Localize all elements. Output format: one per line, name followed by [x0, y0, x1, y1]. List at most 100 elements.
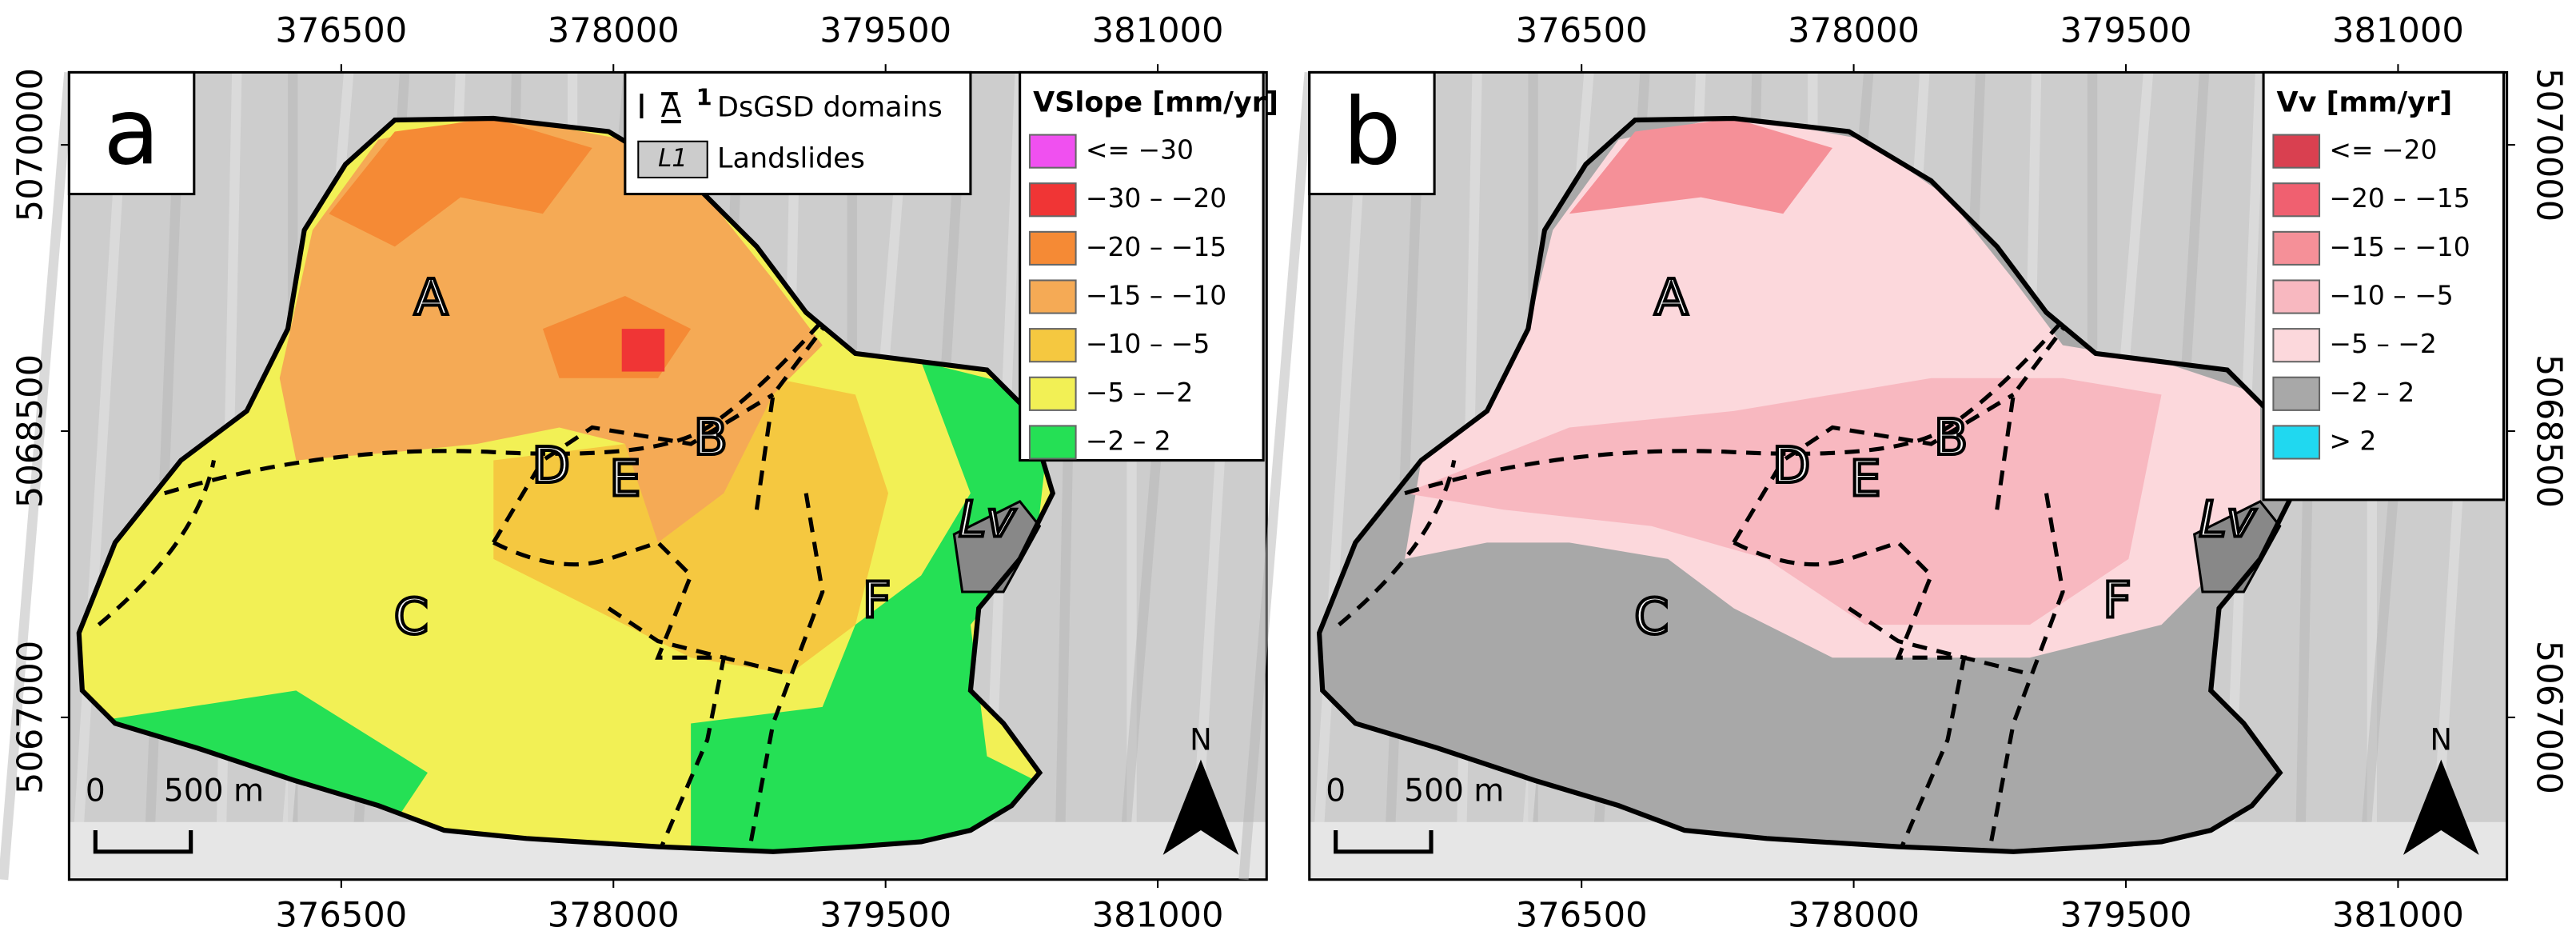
legend-label: −15 – −10 — [1086, 280, 1226, 311]
legend-label: <= −30 — [1086, 134, 1194, 166]
scale-start: 0 — [1326, 773, 1346, 809]
zone — [1569, 118, 1833, 214]
key: A 1 DsGSD domains L1 Landslides — [624, 70, 972, 196]
x-tick-label: 378000 — [548, 896, 680, 936]
domain-label: E — [609, 450, 640, 507]
legend-swatch — [2272, 182, 2321, 218]
legend-swatch — [1028, 134, 1077, 169]
north-arrow — [2403, 759, 2479, 855]
domain-boundary — [754, 327, 824, 510]
domain-symbol-line — [640, 92, 681, 124]
zone — [1405, 378, 2162, 625]
domain-label: A — [1654, 269, 1688, 326]
legend-swatch — [1028, 230, 1077, 266]
x-tick-label: 378000 — [1788, 11, 1920, 51]
legend-swatch — [2272, 328, 2321, 363]
key-landslides: Landslides — [717, 142, 865, 174]
legend-swatch — [2272, 425, 2321, 460]
x-tick-label: 381000 — [1092, 11, 1224, 51]
domain-label: E — [1850, 450, 1881, 507]
north-label: N — [2430, 723, 2452, 757]
domain-label: D — [532, 437, 570, 494]
relief — [1238, 71, 1314, 881]
panel-label-box — [1308, 70, 1436, 196]
panel-label-box — [67, 70, 196, 196]
scale-bar — [93, 830, 193, 854]
relief — [1310, 72, 1370, 881]
x-tick-label: 376500 — [1516, 11, 1648, 51]
x-tick-label: 381000 — [2332, 896, 2464, 936]
y-tick-label: 5068500 — [2528, 354, 2568, 508]
domain-symbol: A — [661, 90, 681, 124]
y-tick-label: 5067000 — [11, 641, 51, 794]
domain-label: F — [863, 571, 891, 629]
dsgsd-outline — [1316, 115, 2296, 854]
landslide-swatch — [637, 140, 708, 179]
relief — [1383, 72, 1426, 880]
zone — [82, 362, 1053, 852]
scale-end: 500 m — [1404, 773, 1504, 809]
domain-label: A — [414, 269, 448, 326]
zone — [329, 118, 692, 378]
x-tick-label: 379500 — [819, 11, 951, 51]
y-tick-label: 5070000 — [2528, 68, 2568, 222]
north-arrow — [1162, 759, 1239, 855]
x-tick-label: 378000 — [548, 11, 680, 51]
domain-label: F — [2103, 571, 2131, 629]
y-tick-label: 5070000 — [11, 68, 51, 222]
x-tick-label: 378000 — [1788, 896, 1920, 936]
relief — [0, 71, 74, 881]
legend-label: −10 – −5 — [2329, 280, 2453, 311]
relief — [143, 72, 186, 880]
legend-swatch — [2272, 134, 2321, 169]
legend-title: VSlope [mm/yr] — [1033, 87, 1278, 119]
zone — [621, 329, 665, 372]
legend-swatch — [1028, 279, 1077, 314]
relief — [70, 72, 130, 881]
domain-label: C — [1634, 588, 1669, 645]
legend-label: −5 – −2 — [1086, 377, 1193, 408]
domain-label: C — [394, 588, 429, 645]
legend-swatch — [1028, 182, 1077, 218]
domain-boundary — [1338, 460, 1457, 627]
domain-boundary — [1995, 327, 2065, 510]
scale-end: 500 m — [164, 773, 264, 809]
landslide-symbol: L1 — [658, 144, 688, 173]
domain-label: D — [1772, 437, 1811, 494]
x-tick-label: 379500 — [2060, 896, 2192, 936]
legend-label: −2 – 2 — [1086, 425, 1171, 456]
domain-label: B — [694, 409, 728, 466]
legend-label: <= −20 — [2329, 134, 2437, 166]
key-domains: DsGSD domains — [717, 92, 943, 124]
domain-boundary — [1733, 540, 1967, 852]
y-tick-label: 5068500 — [11, 354, 51, 508]
domain-boundary — [1404, 319, 2064, 496]
legend-swatch — [2272, 230, 2321, 266]
scale-start: 0 — [86, 773, 106, 809]
domain-boundary — [97, 460, 216, 627]
domain-boundary — [1848, 606, 2031, 677]
x-tick-label: 379500 — [819, 896, 951, 936]
legend-label: −10 – −5 — [1086, 328, 1210, 359]
panel: A B C D E F Lv a VSlope [mm/yr] <= −30 −30 – −20 −2… — [0, 11, 1278, 936]
panel: A B C D E F Lv b Vv [mm/yr] <= −20 −20 – −15 −15 – … — [1238, 11, 2568, 936]
legend-swatch — [2272, 376, 2321, 411]
north-label: N — [1190, 723, 1212, 757]
legend-swatch — [1028, 376, 1077, 411]
landslide-label: Lv — [2199, 491, 2256, 549]
legend-label: −30 – −20 — [1086, 182, 1226, 214]
landslide-label: Lv — [959, 491, 1016, 549]
domain-boundary — [1732, 393, 2015, 544]
panel-label: b — [1342, 78, 1401, 186]
domain-boundary — [746, 493, 825, 852]
domain-boundary — [1986, 493, 2065, 852]
domain-boundary — [492, 393, 775, 544]
x-tick-label: 381000 — [2332, 11, 2464, 51]
x-tick-label: 376500 — [1516, 896, 1648, 936]
legend-title: Vv [mm/yr] — [2277, 87, 2453, 119]
domain-boundary — [164, 319, 824, 496]
domain-boundary — [607, 606, 791, 677]
y-tick-label: 5067000 — [2528, 641, 2568, 794]
